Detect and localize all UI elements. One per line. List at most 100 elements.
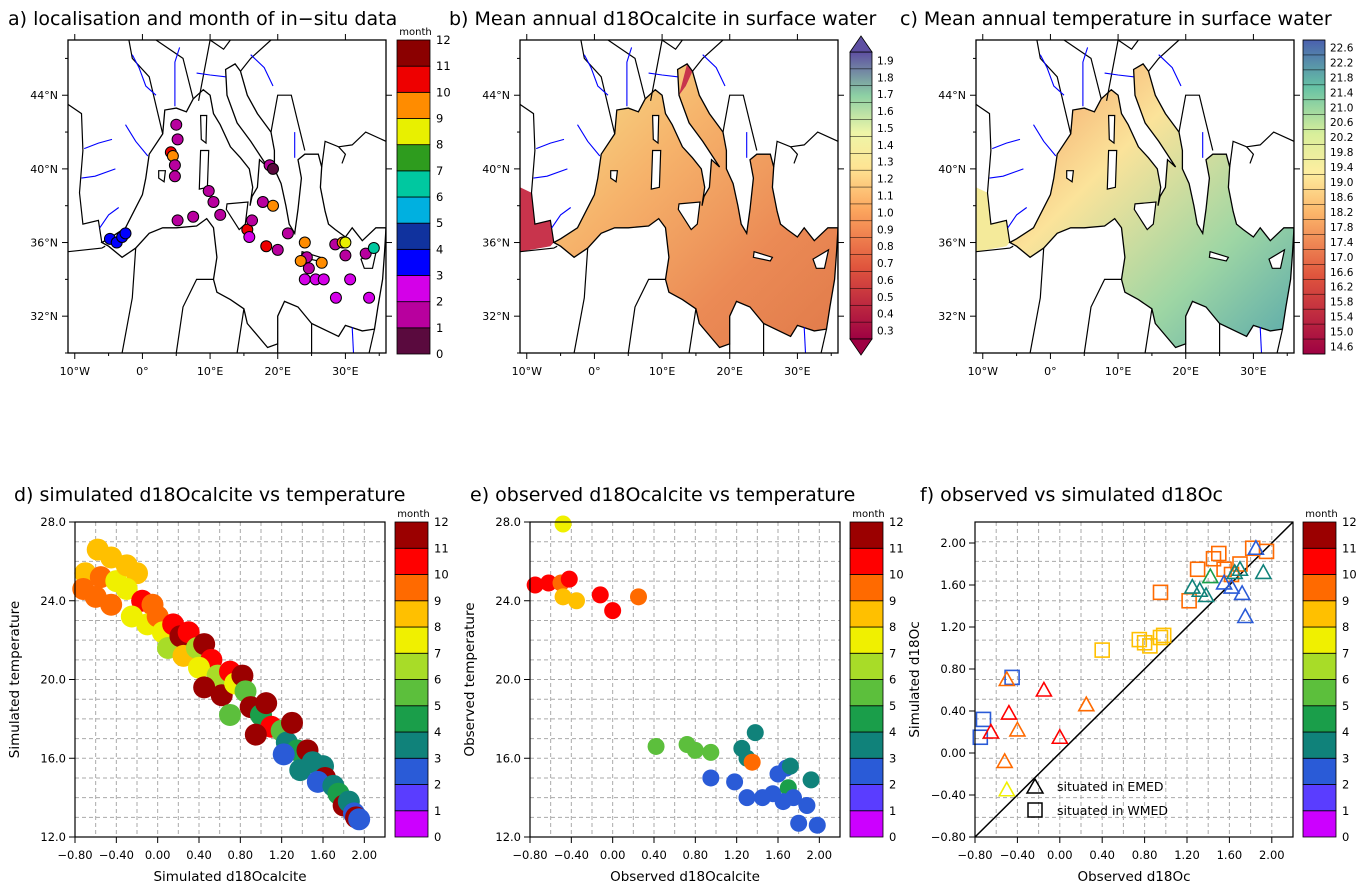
colorbar-label: 0: [434, 830, 441, 844]
y-tick-label: 20.0: [40, 673, 66, 687]
map-panel-c: 10°W 0° 10°E 20°E 30°E 44°N 40°N 36°N 32°N: [938, 34, 1300, 378]
square-marker: [975, 711, 992, 728]
triangle-marker: [1247, 539, 1265, 556]
map-frame-b: [519, 39, 839, 354]
data-point: [702, 769, 720, 787]
colorbar-top-arrow: [849, 35, 873, 53]
island: [651, 114, 660, 145]
border-line: [650, 40, 683, 101]
colorbar-label: 1.8: [877, 72, 894, 84]
site-marker: [214, 208, 227, 221]
site-marker: [317, 273, 330, 286]
island: [650, 149, 662, 190]
colorbar-label: 3: [889, 751, 896, 765]
data-point: [255, 692, 278, 715]
border-line: [976, 103, 1011, 243]
site-marker: [260, 240, 273, 253]
map-inner-c: [976, 40, 1294, 353]
colorbar-cell: [1302, 705, 1337, 733]
colorbar-label: 15.4: [1330, 312, 1354, 324]
colorbar-cell: [394, 521, 429, 549]
panel-a-title: a) localisation and month of in−situ dat…: [8, 8, 398, 30]
colorbar-label: 21.4: [1330, 87, 1354, 99]
colorbar-label: 16.2: [1330, 282, 1353, 294]
adriatic-north-b: [679, 63, 693, 96]
colorbar-label: 20.6: [1330, 117, 1354, 129]
data-point: [244, 723, 267, 746]
border-line: [607, 40, 646, 100]
lat-tick-label: 36°N: [30, 237, 58, 250]
colorbar-title: month: [397, 509, 429, 520]
data-point: [560, 570, 578, 588]
colorbar-label: 0.7: [877, 258, 894, 270]
colorbar-cell: [396, 65, 431, 93]
river-line: [1259, 327, 1263, 353]
border-line: [976, 245, 1014, 253]
data-point: [188, 656, 210, 679]
colorbar-label: 4: [436, 242, 443, 256]
river-line: [174, 47, 181, 107]
colorbar-label: 12: [1342, 515, 1357, 529]
colorbar-label: 19.0: [1330, 177, 1353, 189]
x-tick-label: −0.40: [99, 848, 134, 862]
coastline-c: [1008, 63, 1294, 349]
colorbar-label: 18.6: [1330, 192, 1354, 204]
colorbar-label: 19.8: [1330, 147, 1353, 159]
island: [158, 170, 167, 183]
colorbar-cell: [849, 574, 884, 602]
river-line: [536, 138, 565, 150]
colorbar-label: 17.0: [1330, 252, 1353, 264]
data-point: [289, 759, 312, 782]
colorbar-label: 6: [436, 190, 443, 204]
border-line: [820, 328, 828, 353]
x-tick-label: 0.40: [641, 848, 667, 862]
triangle-marker: [1236, 607, 1255, 624]
colorbar-cell: [396, 222, 431, 250]
colorbar-label: 11: [889, 541, 904, 555]
colorbar-label: 5: [1342, 699, 1349, 713]
triangle-marker: [995, 752, 1014, 769]
legend-square-label: situated in WMED: [1057, 803, 1168, 818]
x-tick-label: 0.00: [145, 848, 171, 862]
colorbar-cell: [1302, 757, 1337, 785]
border-line: [1083, 278, 1122, 353]
colorbar-label: 1: [1342, 804, 1349, 818]
colorbar-label: 8: [889, 620, 896, 634]
x-tick-label: 1.60: [310, 848, 336, 862]
colorbar-cell: [394, 810, 429, 838]
border-line: [722, 94, 758, 151]
border-line: [240, 40, 272, 72]
island: [1133, 201, 1157, 231]
data-point: [726, 773, 744, 791]
map-panel-b: 10°W 0° 10°E 20°E 30°E 44°N 40°N 36°N 32°N: [482, 34, 844, 378]
border-line: [627, 278, 666, 353]
site-marker: [256, 196, 269, 209]
x-tick-label: 0.00: [1047, 848, 1073, 862]
scatter-panel-e: −0.80 −0.40 0.00 0.40 0.80 1.20 1.60 2.00 28.0 24…: [462, 515, 841, 885]
colorbar-body: [849, 51, 873, 340]
y-tick-label: 16.0: [495, 751, 521, 765]
y-tick-label: 20.0: [495, 673, 521, 687]
square-marker: [1152, 584, 1169, 601]
colorbar-label: 19.4: [1330, 162, 1354, 174]
map-panel-a: 10°W 0° 10°E 20°E 30°E 44°N 40°N 36°N 32°N: [30, 34, 392, 378]
colorbar-label: 1.7: [877, 89, 894, 101]
site-marker: [171, 133, 184, 146]
river-line: [583, 54, 609, 96]
border-line: [773, 131, 838, 168]
river-line: [533, 168, 568, 179]
triangle-marker: [1215, 573, 1233, 590]
colorbar-cell: [849, 626, 884, 654]
colorbar-cell: [396, 118, 431, 146]
site-marker: [294, 254, 307, 267]
border-line: [128, 40, 164, 135]
river-line: [577, 124, 601, 157]
colorbar-label: 8: [1342, 620, 1349, 634]
data-point: [554, 588, 572, 606]
x-tick-label: 1.60: [1217, 848, 1243, 862]
y-axis-title: Observed temperature: [462, 602, 478, 756]
lon-tick-label: 10°E: [1105, 365, 1131, 378]
lon-tick-label: 30°E: [1240, 365, 1266, 378]
y-tick-label: −0.40: [931, 788, 966, 802]
